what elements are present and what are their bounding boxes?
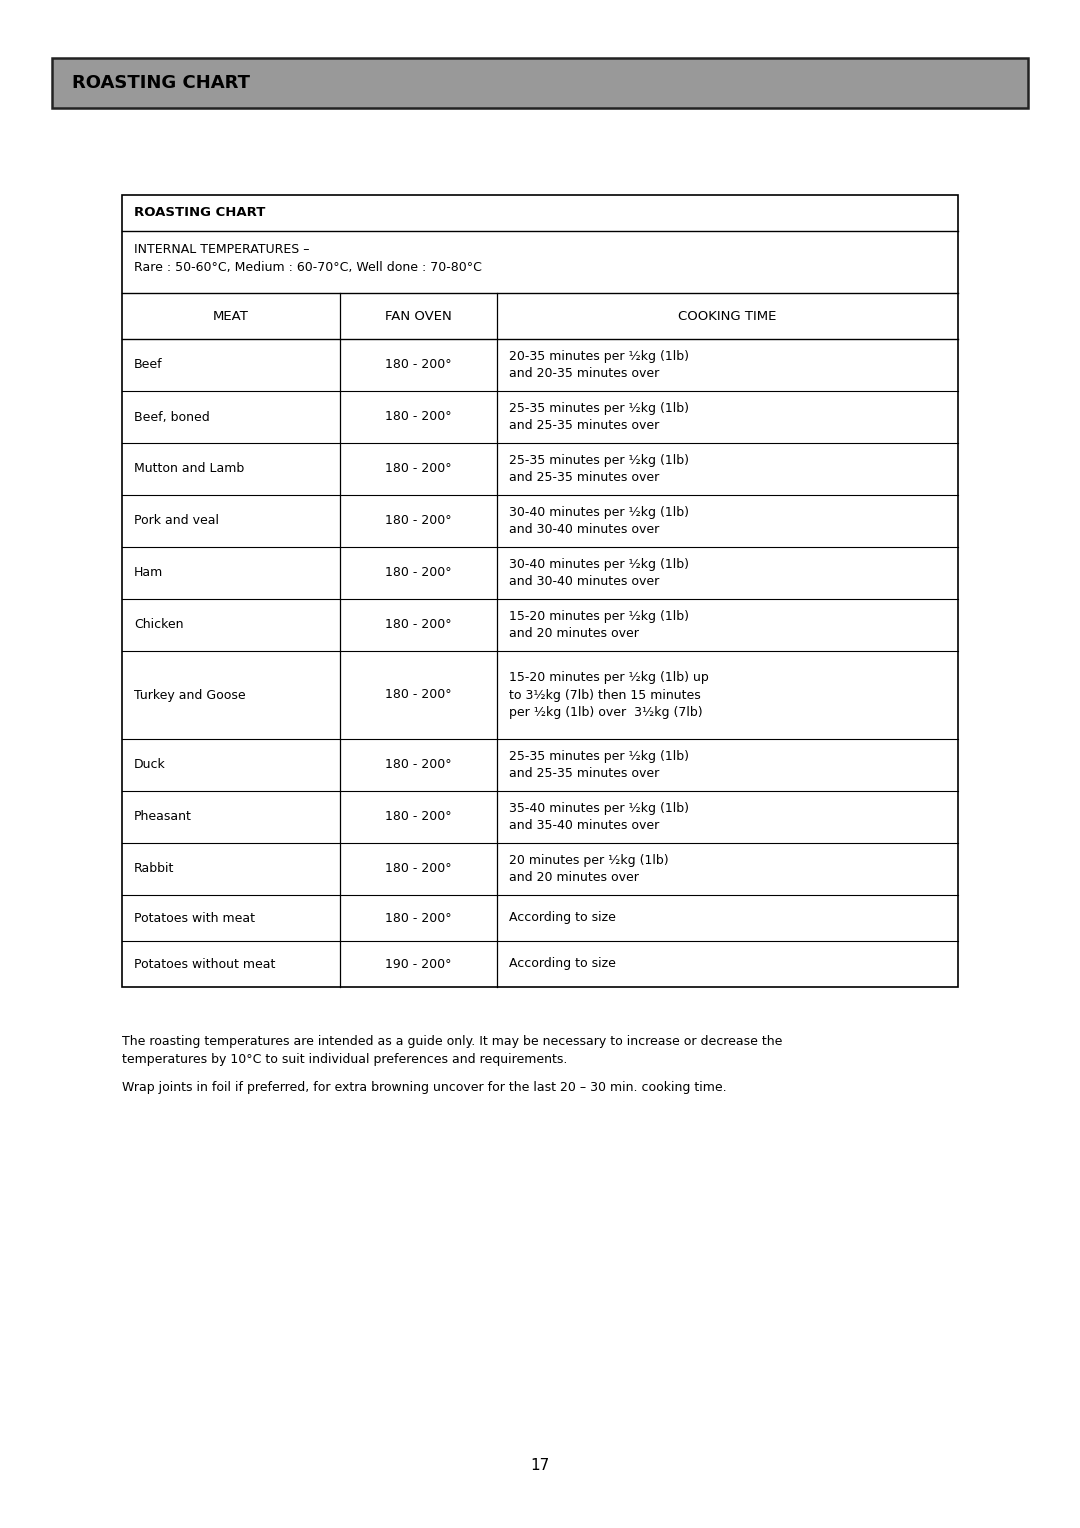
Text: 180 - 200°: 180 - 200° [386,689,451,701]
Text: temperatures by 10°C to suit individual preferences and requirements.: temperatures by 10°C to suit individual … [122,1053,567,1067]
Text: 180 - 200°: 180 - 200° [386,810,451,824]
Text: 180 - 200°: 180 - 200° [386,515,451,527]
Text: Rabbit: Rabbit [134,862,174,876]
Text: According to size: According to size [509,912,616,924]
Text: Pork and veal: Pork and veal [134,515,219,527]
Text: Potatoes with meat: Potatoes with meat [134,912,255,924]
Text: 180 - 200°: 180 - 200° [386,411,451,423]
Text: 35-40 minutes per ½kg (1lb)
and 35-40 minutes over: 35-40 minutes per ½kg (1lb) and 35-40 mi… [509,802,689,833]
Text: Duck: Duck [134,758,165,772]
Text: 20-35 minutes per ½kg (1lb)
and 20-35 minutes over: 20-35 minutes per ½kg (1lb) and 20-35 mi… [509,350,689,380]
Text: Beef, boned: Beef, boned [134,411,210,423]
Text: The roasting temperatures are intended as a guide only. It may be necessary to i: The roasting temperatures are intended a… [122,1034,782,1048]
Text: Potatoes without meat: Potatoes without meat [134,958,275,970]
Text: According to size: According to size [509,958,616,970]
Text: 15-20 minutes per ½kg (1lb) up
to 3½kg (7lb) then 15 minutes
per ½kg (1lb) over : 15-20 minutes per ½kg (1lb) up to 3½kg (… [509,671,708,720]
Text: 17: 17 [530,1459,550,1473]
Text: Pheasant: Pheasant [134,810,192,824]
Text: MEAT: MEAT [213,310,248,322]
Text: 20 minutes per ½kg (1lb)
and 20 minutes over: 20 minutes per ½kg (1lb) and 20 minutes … [509,854,669,885]
Text: 180 - 200°: 180 - 200° [386,758,451,772]
Text: Mutton and Lamb: Mutton and Lamb [134,463,244,475]
Bar [52,58,1028,108]
Text: Beef: Beef [134,359,163,371]
Text: 180 - 200°: 180 - 200° [386,862,451,876]
Text: 180 - 200°: 180 - 200° [386,619,451,631]
Text: ROASTING CHART: ROASTING CHART [72,73,249,92]
Text: 30-40 minutes per ½kg (1lb)
and 30-40 minutes over: 30-40 minutes per ½kg (1lb) and 30-40 mi… [509,558,689,588]
Text: 25-35 minutes per ½kg (1lb)
and 25-35 minutes over: 25-35 minutes per ½kg (1lb) and 25-35 mi… [509,454,689,484]
Bar [122,196,958,987]
Text: 180 - 200°: 180 - 200° [386,463,451,475]
Text: 190 - 200°: 190 - 200° [386,958,451,970]
Text: 180 - 200°: 180 - 200° [386,567,451,579]
Text: 180 - 200°: 180 - 200° [386,359,451,371]
Text: ROASTING CHART: ROASTING CHART [134,206,266,220]
Text: 30-40 minutes per ½kg (1lb)
and 30-40 minutes over: 30-40 minutes per ½kg (1lb) and 30-40 mi… [509,506,689,536]
Text: Ham: Ham [134,567,163,579]
Text: Chicken: Chicken [134,619,184,631]
Text: 15-20 minutes per ½kg (1lb)
and 20 minutes over: 15-20 minutes per ½kg (1lb) and 20 minut… [509,610,689,640]
Text: Rare : 50-60°C, Medium : 60-70°C, Well done : 70-80°C: Rare : 50-60°C, Medium : 60-70°C, Well d… [134,261,482,274]
Text: INTERNAL TEMPERATURES –: INTERNAL TEMPERATURES – [134,243,310,257]
Text: 25-35 minutes per ½kg (1lb)
and 25-35 minutes over: 25-35 minutes per ½kg (1lb) and 25-35 mi… [509,402,689,432]
Text: 25-35 minutes per ½kg (1lb)
and 25-35 minutes over: 25-35 minutes per ½kg (1lb) and 25-35 mi… [509,750,689,781]
Text: COOKING TIME: COOKING TIME [678,310,777,322]
Text: 180 - 200°: 180 - 200° [386,912,451,924]
Text: FAN OVEN: FAN OVEN [386,310,451,322]
Text: Wrap joints in foil if preferred, for extra browning uncover for the last 20 – 3: Wrap joints in foil if preferred, for ex… [122,1080,727,1094]
Text: Turkey and Goose: Turkey and Goose [134,689,245,701]
